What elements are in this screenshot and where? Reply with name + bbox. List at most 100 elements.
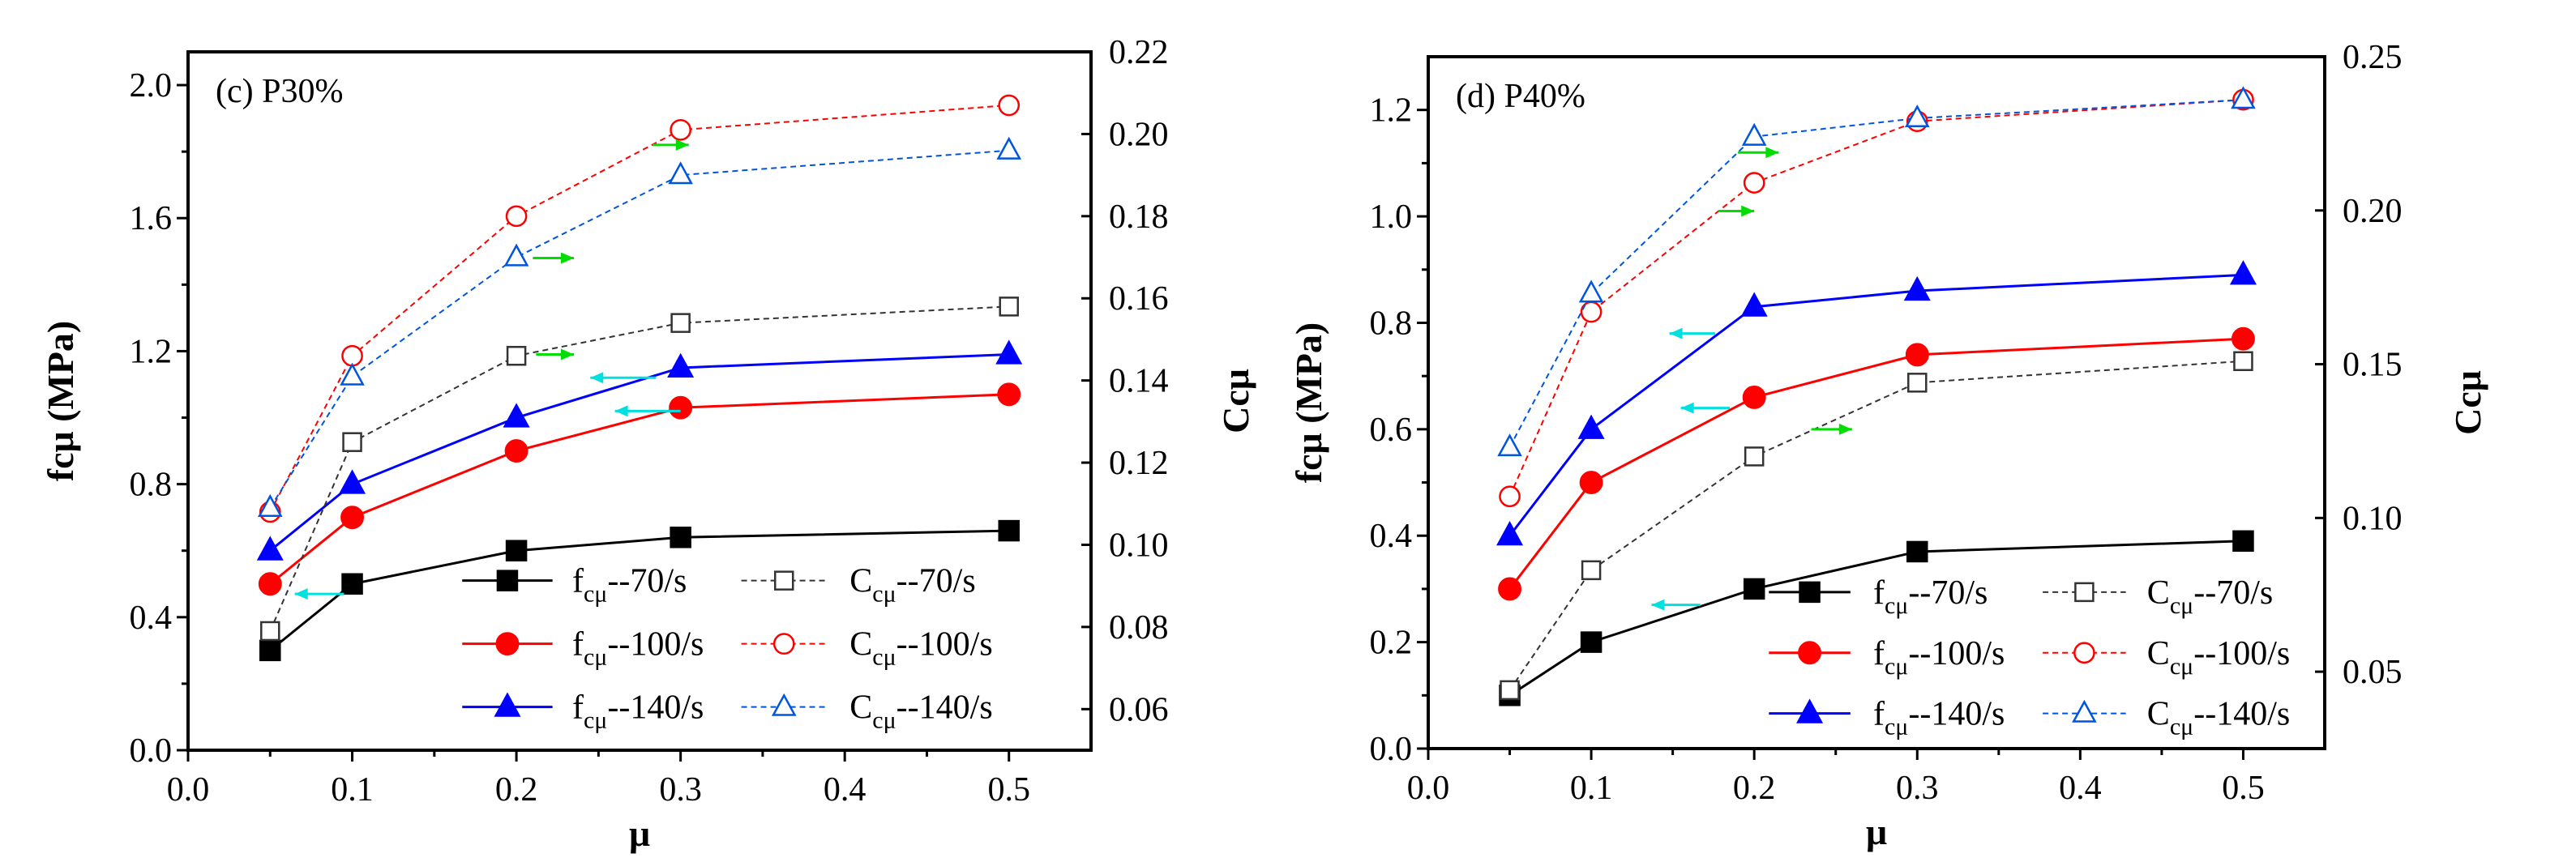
legend-label-sub: cμ bbox=[872, 581, 896, 608]
data-point-2-1 bbox=[339, 469, 366, 494]
data-point-1-2 bbox=[1742, 385, 1766, 409]
series-line-1 bbox=[1508, 337, 2244, 590]
legend-label-main: C bbox=[2147, 696, 2170, 733]
chart-panel-d: 0.0 0.1 0.2 0.3 0.4 0.5 0.0 0.2 0.4 0.6 0.8 1.0 1.2 0… bbox=[1288, 39, 2488, 852]
legend-swatch-marker bbox=[773, 570, 794, 591]
legend-label: fcμ--140/s bbox=[572, 689, 704, 734]
y2-tick-label: 0.22 bbox=[1109, 34, 1169, 71]
legend-label-rest: --70/s bbox=[2193, 574, 2273, 612]
legend-label-main: f bbox=[1873, 574, 1885, 612]
data-point-0-2 bbox=[1743, 578, 1765, 600]
y2-axis-title: Ccμ bbox=[2447, 370, 2488, 435]
legend-label: Ccμ--100/s bbox=[849, 626, 992, 671]
y-tick-label: 0.8 bbox=[1370, 305, 1413, 342]
legend-label: fcμ--70/s bbox=[1873, 574, 1988, 619]
data-point-0-1 bbox=[341, 573, 363, 595]
y-tick-label: 0.8 bbox=[130, 467, 173, 504]
legend-item-2: fcμ--140/s bbox=[462, 689, 704, 734]
arrow-head bbox=[294, 588, 308, 600]
annotation-arrow-3 bbox=[1669, 327, 1715, 339]
legend-label: fcμ--100/s bbox=[572, 626, 704, 671]
data-point-2-4 bbox=[2229, 260, 2257, 285]
legend-swatch-marker bbox=[1796, 698, 1824, 723]
data-point-1-3 bbox=[669, 395, 693, 420]
legend-label-sub: cμ bbox=[1885, 714, 1908, 740]
legend-item-1: fcμ--100/s bbox=[462, 626, 704, 671]
data-point-2-2 bbox=[503, 403, 530, 428]
arrow-head bbox=[1651, 599, 1665, 611]
legend-label-sub: cμ bbox=[1885, 653, 1908, 680]
legend-label-main: f bbox=[1873, 696, 1885, 733]
annotation-arrow-4 bbox=[1680, 402, 1731, 414]
legend-label-sub: cμ bbox=[584, 581, 607, 608]
legend-swatch-marker bbox=[2074, 582, 2095, 603]
y-tick-label: 0.4 bbox=[1370, 518, 1413, 555]
series-line-2 bbox=[1508, 273, 2244, 537]
data-point-5-3 bbox=[1904, 105, 1930, 128]
annotation-arrow-2 bbox=[536, 348, 574, 361]
legend-label-sub: cμ bbox=[872, 707, 896, 734]
data-point-1-3 bbox=[1905, 343, 1929, 367]
legend-swatch-marker bbox=[772, 633, 795, 655]
panel-label: (c) P30% bbox=[216, 73, 343, 110]
legend-label-sub: cμ bbox=[872, 644, 896, 671]
legend-swatch-marker bbox=[496, 570, 519, 591]
legend: fcμ--70/sfcμ--100/sfcμ--140/sCcμ--70/sCc… bbox=[1769, 574, 2290, 740]
data-point-3-2 bbox=[506, 345, 527, 366]
legend-swatch-marker bbox=[771, 693, 797, 716]
legend-label-sub: cμ bbox=[2170, 714, 2193, 740]
arrow-head bbox=[1838, 423, 1852, 435]
y-tick-label: 1.2 bbox=[1370, 92, 1413, 130]
data-point-2-0 bbox=[256, 536, 284, 561]
data-point-5-4 bbox=[996, 136, 1022, 160]
legend-item-4: Ccμ--100/s bbox=[741, 626, 993, 671]
data-point-3-2 bbox=[1744, 446, 1765, 467]
y2-tick-label: 0.12 bbox=[1109, 445, 1169, 482]
legend-label: fcμ--100/s bbox=[1873, 635, 2005, 680]
x-tick-label: 0.2 bbox=[1733, 770, 1776, 807]
legend-swatch-marker bbox=[494, 692, 521, 717]
arrow-head bbox=[560, 252, 574, 264]
legend-label-main: C bbox=[2147, 574, 2170, 612]
data-point-5-3 bbox=[668, 161, 693, 185]
y-tick-label: 1.6 bbox=[130, 200, 173, 237]
legend-item-3: Ccμ--70/s bbox=[2043, 574, 2273, 619]
data-point-2-3 bbox=[667, 352, 695, 378]
data-point-5-0 bbox=[1497, 433, 1522, 457]
arrow-head bbox=[560, 348, 574, 361]
legend-swatch-marker bbox=[2073, 642, 2095, 664]
legend-swatch-marker bbox=[1798, 641, 1822, 665]
data-point-3-4 bbox=[999, 297, 1019, 317]
data-point-3-4 bbox=[2233, 351, 2253, 372]
annotation-arrow-2 bbox=[1811, 423, 1852, 435]
legend-label-sub: cμ bbox=[584, 707, 607, 734]
y2-tick-label: 0.18 bbox=[1109, 198, 1169, 236]
legend-label-rest: --140/s bbox=[607, 689, 704, 727]
data-point-0-3 bbox=[670, 527, 691, 548]
x-tick-label: 0.3 bbox=[659, 771, 702, 809]
x-tick-label: 0.0 bbox=[1407, 770, 1450, 807]
series-line-2 bbox=[269, 353, 1009, 552]
series-line-4 bbox=[269, 104, 1009, 513]
annotation-arrow-5 bbox=[294, 588, 344, 600]
arrow-head bbox=[1741, 205, 1755, 217]
data-point-1-4 bbox=[2232, 326, 2255, 351]
y-axis-title: fcμ (MPa) bbox=[40, 321, 81, 481]
y2-tick-label: 0.10 bbox=[1109, 527, 1169, 564]
legend-label-rest: --100/s bbox=[2193, 635, 2290, 672]
data-point-1-1 bbox=[1579, 471, 1603, 494]
data-point-1-0 bbox=[258, 572, 282, 596]
annotation-arrow-1 bbox=[653, 139, 689, 151]
legend-label-sub: cμ bbox=[584, 644, 607, 671]
data-point-5-4 bbox=[2231, 86, 2256, 109]
data-point-0-0 bbox=[259, 639, 281, 662]
data-point-1-1 bbox=[340, 506, 364, 530]
x-tick-label: 0.0 bbox=[167, 771, 210, 809]
data-point-4-2 bbox=[505, 205, 528, 228]
legend-item-2: fcμ--140/s bbox=[1769, 696, 2005, 740]
series-line-5 bbox=[1508, 99, 2244, 448]
legend-item-0: fcμ--70/s bbox=[1769, 574, 1988, 619]
arrow-head bbox=[675, 139, 689, 151]
x-tick-label: 0.5 bbox=[2222, 770, 2265, 807]
arrow-head bbox=[590, 372, 604, 384]
